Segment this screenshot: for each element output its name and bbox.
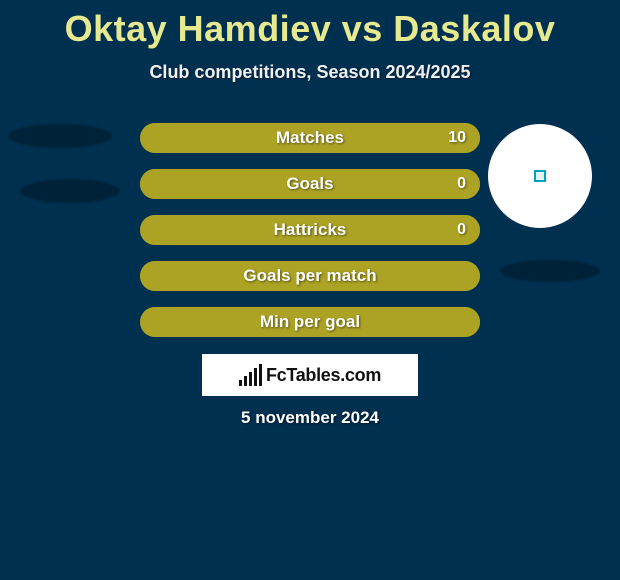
avatar-placeholder-icon [534,170,546,182]
fctables-logo: FcTables.com [202,354,418,396]
stat-value: 0 [457,221,466,239]
stat-bar-goals-per-match: Goals per match [140,261,480,291]
stat-bar-hattricks: Hattricks 0 [140,215,480,245]
stat-label: Hattricks [140,220,480,240]
left-player-shadow-2 [20,179,120,203]
stats-container: Matches 10 Goals 0 Hattricks 0 Goals per… [140,123,480,353]
date-text: 5 november 2024 [0,408,620,428]
right-player-shadow [500,260,600,282]
logo-bars-icon [239,364,262,386]
stat-label: Goals per match [140,266,480,286]
stat-bar-goals: Goals 0 [140,169,480,199]
stat-value: 0 [457,175,466,193]
right-player-avatar [488,124,592,228]
page-title: Oktay Hamdiev vs Daskalov [0,0,620,50]
logo-text: FcTables.com [266,365,381,386]
stat-bar-min-per-goal: Min per goal [140,307,480,337]
stat-label: Goals [140,174,480,194]
stat-label: Matches [140,128,480,148]
stat-label: Min per goal [140,312,480,332]
stat-bar-matches: Matches 10 [140,123,480,153]
page-subtitle: Club competitions, Season 2024/2025 [0,62,620,83]
stat-value: 10 [448,129,466,147]
left-player-shadow-1 [8,124,112,148]
